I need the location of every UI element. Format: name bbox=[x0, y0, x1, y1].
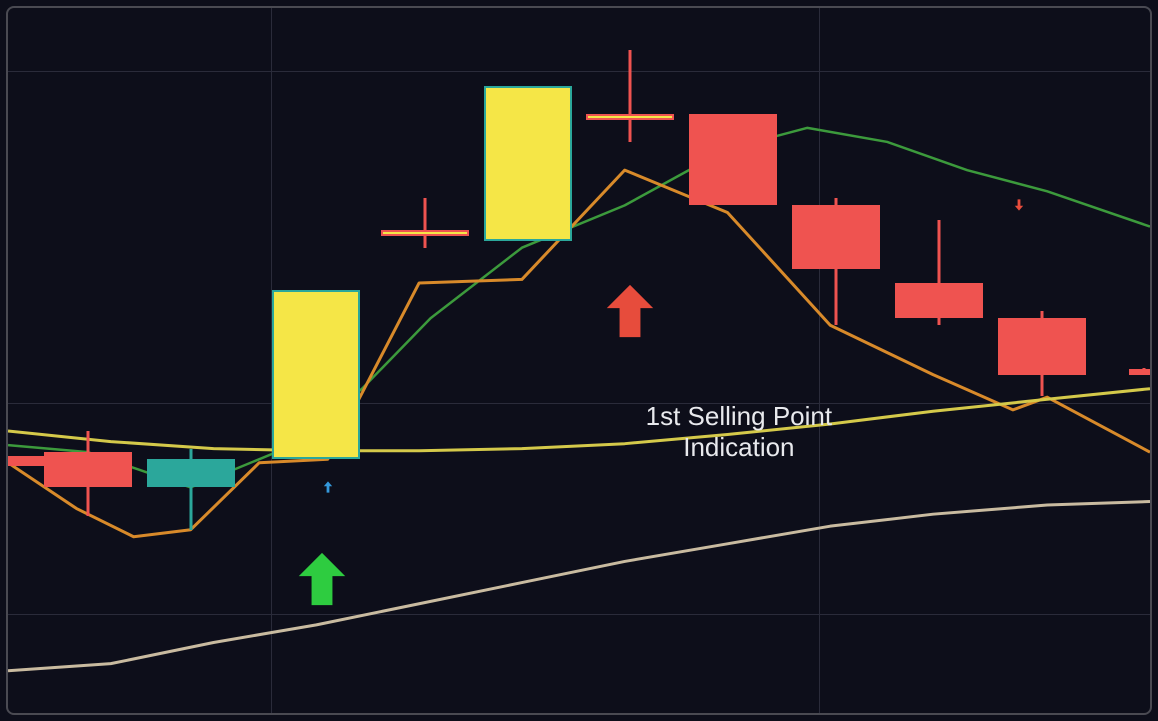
candle-wick bbox=[423, 198, 426, 247]
candle-body bbox=[689, 114, 777, 206]
annotation-line1: 1st Selling Point bbox=[646, 401, 832, 431]
arrow-indicator-icon bbox=[293, 550, 351, 608]
candle-body bbox=[272, 290, 360, 459]
candle bbox=[147, 8, 235, 713]
candle bbox=[689, 8, 777, 713]
annotation-line2: Indication bbox=[683, 432, 794, 462]
candle bbox=[586, 8, 674, 713]
candle bbox=[998, 8, 1086, 713]
candle bbox=[895, 8, 983, 713]
candle-body bbox=[895, 283, 983, 318]
plot-area[interactable]: 1st Selling Point Indication bbox=[8, 8, 1150, 713]
arrow-indicator-icon bbox=[601, 282, 659, 340]
candlestick-chart: 1st Selling Point Indication bbox=[6, 6, 1152, 715]
candle-body bbox=[586, 114, 674, 120]
candle bbox=[792, 8, 880, 713]
candle bbox=[1129, 8, 1152, 713]
candle bbox=[6, 8, 46, 713]
candle-body bbox=[381, 230, 469, 236]
candle-body bbox=[44, 452, 132, 487]
annotation-text: 1st Selling Point Indication bbox=[624, 401, 854, 463]
candle-body bbox=[998, 318, 1086, 374]
arrow-signal-icon bbox=[321, 480, 335, 494]
candle bbox=[484, 8, 572, 713]
arrow-signal-icon bbox=[1012, 198, 1026, 212]
candle-body bbox=[1129, 369, 1152, 375]
candle-body bbox=[147, 459, 235, 487]
candle-body bbox=[6, 456, 46, 467]
candle-body bbox=[792, 205, 880, 268]
candle-body bbox=[484, 86, 572, 241]
candle bbox=[381, 8, 469, 713]
candle-wick bbox=[629, 50, 632, 142]
candle bbox=[44, 8, 132, 713]
